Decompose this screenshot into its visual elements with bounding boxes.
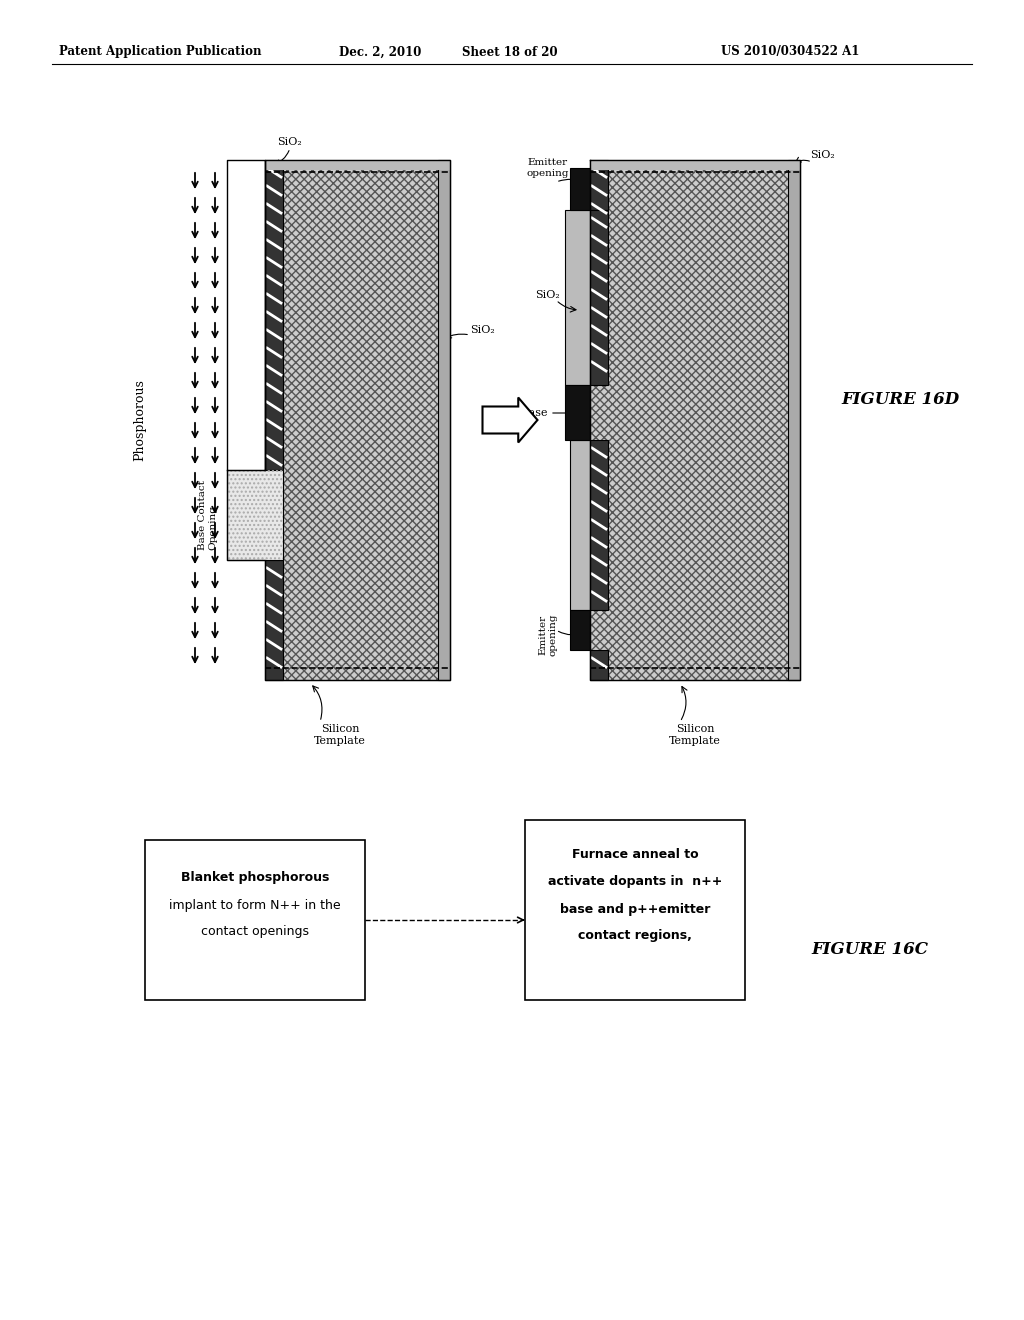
Text: Dec. 2, 2010: Dec. 2, 2010 xyxy=(339,45,421,58)
Text: activate dopants in  n++: activate dopants in n++ xyxy=(548,875,722,888)
Bar xyxy=(570,440,590,610)
Text: Emitter
opening: Emitter opening xyxy=(526,158,569,178)
Bar xyxy=(145,840,365,1001)
Text: FIGURE 16D: FIGURE 16D xyxy=(841,392,959,408)
Bar xyxy=(570,168,590,210)
Text: Emitter
opening: Emitter opening xyxy=(539,614,558,656)
Text: implant to form N++ in the: implant to form N++ in the xyxy=(169,899,341,912)
Text: base and p++emitter: base and p++emitter xyxy=(560,903,711,916)
Bar xyxy=(590,160,800,170)
Text: n++ base: n++ base xyxy=(493,408,548,418)
Text: Base Contact
Opening: Base Contact Opening xyxy=(198,480,217,550)
Text: contact regions,: contact regions, xyxy=(579,929,692,942)
Text: Silicon
Template: Silicon Template xyxy=(669,725,721,746)
Bar xyxy=(565,385,590,440)
Text: FIGURE 16C: FIGURE 16C xyxy=(811,941,929,958)
Text: Furnace anneal to: Furnace anneal to xyxy=(571,849,698,862)
Bar xyxy=(265,160,283,470)
Text: SiO₂: SiO₂ xyxy=(470,325,495,335)
Bar xyxy=(227,470,283,560)
Text: US 2010/0304522 A1: US 2010/0304522 A1 xyxy=(721,45,859,58)
Bar xyxy=(590,440,608,610)
Bar xyxy=(438,160,450,680)
Text: Blanket phosphorous: Blanket phosphorous xyxy=(181,871,329,884)
Bar xyxy=(590,649,608,680)
Bar xyxy=(565,210,590,385)
Text: contact openings: contact openings xyxy=(201,925,309,939)
Text: SiO₂: SiO₂ xyxy=(810,150,835,160)
Polygon shape xyxy=(482,397,538,442)
Text: SiO₂: SiO₂ xyxy=(278,137,302,147)
Bar xyxy=(590,210,608,385)
Text: Sheet 18 of 20: Sheet 18 of 20 xyxy=(462,45,558,58)
Text: Patent Application Publication: Patent Application Publication xyxy=(58,45,261,58)
Text: SiO₂: SiO₂ xyxy=(536,290,560,300)
Bar xyxy=(590,160,800,680)
Bar xyxy=(590,160,608,210)
Bar xyxy=(227,470,283,560)
Bar xyxy=(265,560,283,680)
Bar xyxy=(788,160,800,680)
Bar xyxy=(265,160,450,170)
Bar xyxy=(570,610,590,649)
Bar xyxy=(525,820,745,1001)
Text: Phosphorous: Phosphorous xyxy=(133,379,146,461)
Text: Silicon
Template: Silicon Template xyxy=(314,725,366,746)
Bar xyxy=(265,160,450,680)
